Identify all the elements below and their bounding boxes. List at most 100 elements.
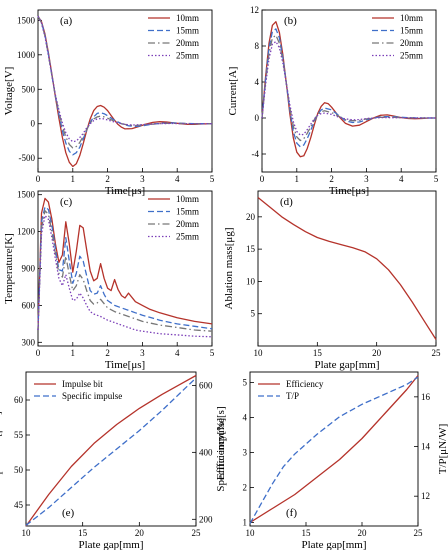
y-right-axis-label: T/P[μN/W]	[437, 424, 448, 475]
series-line-2	[37, 210, 213, 332]
legend-label: 15mm	[400, 26, 423, 36]
y-axis-label: Impulse bit[μNs]	[0, 411, 3, 486]
x-axis-label: Plate gap[mm]	[78, 539, 143, 550]
x-tick-label: 20	[358, 528, 368, 538]
x-tick-label: 10	[254, 348, 264, 358]
y-tick-label: 4	[255, 77, 260, 87]
x-tick-label: 10	[246, 528, 256, 538]
y-tick-label: 10	[246, 276, 256, 286]
x-axis-label: Plate gap[mm]	[314, 359, 379, 371]
x-tick-label: 10	[22, 528, 32, 538]
x-tick-label: 0	[260, 174, 265, 184]
series-line-2	[37, 15, 212, 149]
plot-frame	[25, 371, 197, 527]
series-line-1	[37, 15, 212, 156]
x-tick-label: 4	[399, 174, 404, 184]
y-axis-label: Voltage[V]	[3, 67, 15, 116]
y-right-tick-label: 14	[421, 442, 431, 452]
series-line-0	[37, 197, 213, 331]
y-axis-label: Efficiency[%]	[215, 418, 227, 480]
legend-label: Impulse bit	[62, 379, 103, 389]
legend-label: 10mm	[176, 194, 199, 204]
y-tick-label: 600	[22, 300, 36, 310]
series-line-1	[249, 376, 419, 524]
x-tick-label: 2	[105, 174, 110, 184]
y-tick-label: 0	[31, 119, 36, 129]
x-tick-label: 15	[78, 528, 88, 538]
y-tick-label: -4	[252, 149, 260, 159]
plot-frame	[37, 9, 213, 173]
series-line-0	[257, 196, 437, 340]
x-tick-label: 5	[210, 174, 215, 184]
x-tick-label: 20	[135, 528, 145, 538]
panel-label: (b)	[284, 15, 297, 27]
y-right-axis-label: Specific impulse[s]	[215, 406, 227, 491]
legend-label: 15mm	[176, 207, 199, 217]
x-tick-label: 15	[313, 348, 323, 358]
x-tick-label: 3	[140, 348, 145, 358]
series-line-3	[261, 40, 437, 136]
x-tick-label: 1	[71, 348, 76, 358]
x-tick-label: 1	[295, 174, 300, 184]
legend-label: Specific impulse	[62, 391, 122, 401]
plot-frame	[257, 190, 437, 347]
panel-label: (e)	[62, 507, 75, 519]
y-tick-label: -500	[19, 153, 36, 163]
y-axis-label: Ablation mass[μg]	[223, 228, 235, 310]
x-tick-label: 25	[414, 528, 424, 538]
y-tick-label: 1500	[17, 15, 36, 25]
x-tick-label: 1	[71, 174, 76, 184]
y-right-tick-label: 16	[421, 392, 431, 402]
y-tick-label: 500	[22, 84, 36, 94]
plot-frame	[249, 371, 419, 527]
y-tick-label: 0	[255, 113, 260, 123]
y-tick-label: 3	[243, 448, 248, 458]
y-right-tick-label: 200	[199, 514, 213, 524]
x-tick-label: 2	[105, 348, 110, 358]
y-axis-label: Temperature[K]	[3, 233, 15, 304]
y-tick-label: 1000	[17, 50, 36, 60]
series-line-1	[37, 206, 213, 331]
legend-label: 25mm	[176, 232, 199, 242]
legend-label: 25mm	[400, 51, 423, 61]
series-line-3	[37, 15, 213, 143]
plot-frame	[261, 9, 437, 173]
panel-label: (f)	[286, 507, 297, 519]
x-tick-label: 3	[140, 174, 145, 184]
legend-label: 20mm	[400, 38, 423, 48]
series-line-2	[261, 34, 436, 142]
y-tick-label: 5	[243, 378, 248, 388]
panel-label: (a)	[60, 15, 73, 27]
x-tick-label: 0	[36, 174, 41, 184]
y-tick-label: 1500	[17, 190, 36, 200]
x-tick-label: 5	[434, 174, 439, 184]
y-axis-label: Current[A]	[227, 67, 239, 116]
x-axis-label: Plate gap[mm]	[301, 539, 366, 550]
x-tick-label: 2	[329, 174, 334, 184]
x-tick-label: 4	[175, 348, 180, 358]
y-tick-label: 12	[250, 5, 259, 15]
y-tick-label: 4	[243, 413, 248, 423]
x-tick-label: 15	[302, 528, 312, 538]
x-tick-label: 25	[192, 528, 202, 538]
y-tick-label: 900	[22, 264, 36, 274]
x-tick-label: 3	[364, 174, 369, 184]
y-tick-label: 15	[246, 244, 256, 254]
legend-label: 10mm	[176, 13, 199, 23]
panel-2: 0 1 2 3 4 5 300 600 900 1200 1500 Time[μs] Temperatu…	[3, 190, 215, 371]
y-right-tick-label: 12	[421, 491, 430, 501]
y-tick-label: 1200	[17, 227, 36, 237]
y-tick-label: 55	[14, 430, 24, 440]
x-tick-label: 4	[175, 174, 180, 184]
y-right-tick-label: 400	[199, 447, 213, 457]
series-line-0	[249, 375, 419, 524]
series-line-1	[25, 377, 197, 526]
panel-4: 10 15 20 25 45 50 55 60 200 400 600 Plate gap[mm] Im…	[0, 371, 227, 550]
panel-label: (c)	[60, 196, 73, 208]
y-tick-label: 20	[246, 212, 256, 222]
x-tick-label: 0	[36, 348, 41, 358]
panel-label: (d)	[280, 196, 293, 208]
